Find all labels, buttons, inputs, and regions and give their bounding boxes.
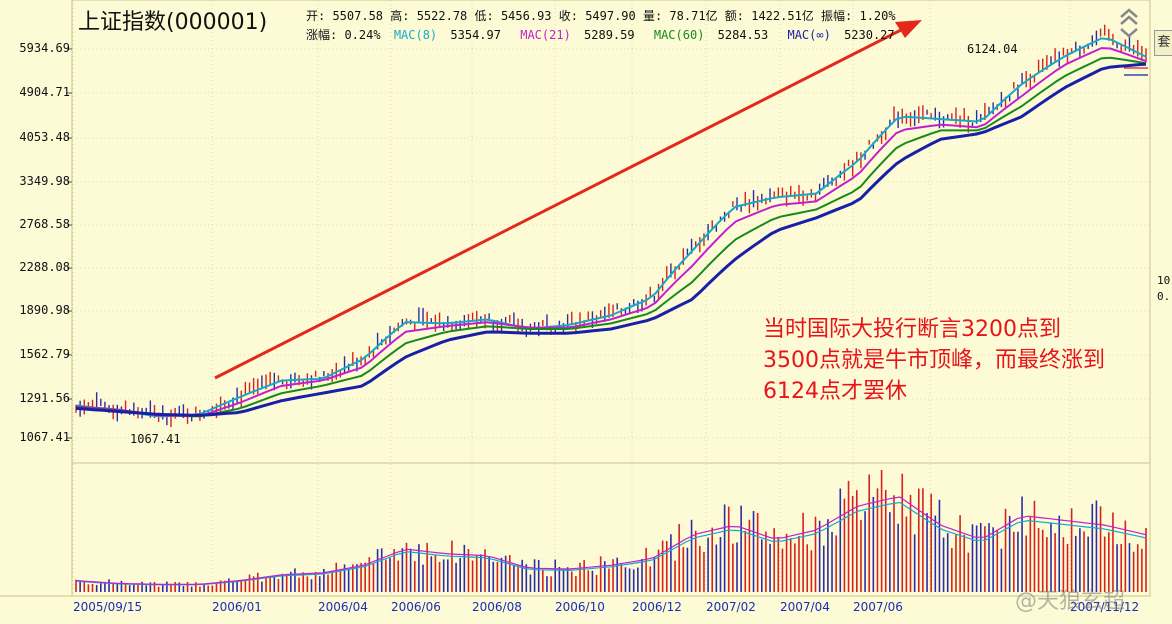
volume-bars — [75, 470, 1147, 592]
right-panel-tab[interactable]: 套 — [1154, 30, 1172, 56]
annotation-line: 当时国际大投行断言3200点到 — [763, 317, 1061, 342]
ma8-label: MAC(8) 5354.97 — [394, 28, 507, 42]
change-label: 涨幅: 0.24% — [306, 28, 381, 42]
x-tick-label: 2006/04 — [318, 600, 368, 614]
ma21-label: MAC(21) 5289.59 — [520, 28, 640, 42]
chart-title: 上证指数(000001) — [78, 10, 268, 35]
y-tick-label: 1291.56 — [19, 391, 70, 405]
annotation-line: 6124点才罢休 — [763, 379, 907, 404]
y-tick-label: 2768.58 — [19, 217, 70, 231]
chevron-down-icon — [1120, 28, 1138, 38]
mainf-name: MAC(∞) — [787, 28, 831, 42]
scroll-updown-button[interactable] — [1115, 4, 1143, 44]
arrow-shaft — [214, 26, 906, 380]
x-tick-label: 2007/11/12 — [1070, 600, 1140, 614]
chevron-up-icon — [1120, 15, 1138, 25]
x-tick-label: 2006/06 — [391, 600, 441, 614]
arrow-head — [895, 20, 922, 38]
x-tick-label: 2006/01 — [212, 600, 262, 614]
y-tick-label: 1067.41 — [19, 430, 70, 444]
chevron-up-icon — [1120, 8, 1138, 18]
ma-line — [75, 47, 1147, 418]
trend-arrow — [214, 20, 922, 380]
y-tick-label: 2288.08 — [19, 260, 70, 274]
low-point-label: 1067.41 — [130, 432, 181, 446]
volume-ma-line — [75, 501, 1147, 586]
ma-line — [75, 62, 1147, 417]
chart-frame — [0, 0, 1151, 597]
x-tick-label: 2007/02 — [706, 600, 756, 614]
ma-lines — [75, 37, 1147, 418]
y-tick-label: 3349.98 — [19, 174, 70, 188]
y-tick-label: 1890.98 — [19, 303, 70, 317]
annotation-line: 3500点就是牛市顶峰，而最终涨到 — [763, 348, 1105, 373]
ma21-name: MAC(21) — [520, 28, 571, 42]
volume-ma-line — [75, 496, 1147, 585]
right-panel-mark: 0. — [1157, 290, 1171, 303]
ma60-value: 5284.53 — [717, 28, 769, 42]
y-tick-label: 4053.48 — [19, 130, 70, 144]
right-panel-mark: 10 — [1157, 274, 1171, 287]
x-tick-label: 2007/04 — [780, 600, 830, 614]
x-tick-label: 2006/12 — [632, 600, 682, 614]
x-tick-label: 2005/09/15 — [73, 600, 143, 614]
plot-border — [71, 0, 1151, 597]
high-point-label: 6124.04 — [967, 42, 1018, 56]
ma21-value: 5289.59 — [584, 28, 635, 42]
ma60-name: MAC(60) — [653, 28, 705, 42]
ma8-value: 5354.97 — [450, 28, 501, 42]
ohlc-info: 开: 5507.58 高: 5522.78 低: 5456.93 收: 5497… — [306, 9, 896, 23]
ma8-name: MAC(8) — [393, 28, 438, 42]
y-tick-label: 5934.69 — [19, 41, 70, 55]
ma60-label: MAC(60) 5284.53 — [654, 28, 774, 42]
watermark: @天狼玄超 — [1015, 589, 1126, 614]
mainf-value: 5230.27 — [844, 28, 895, 42]
y-tick-label: 4904.71 — [19, 85, 70, 99]
x-tick-label: 2007/06 — [853, 600, 903, 614]
ma-line — [75, 37, 1147, 418]
y-tick-label: 1562.79 — [19, 347, 70, 361]
annotation-text: 当时国际大投行断言3200点到 3500点就是牛市顶峰，而最终涨到 6124点才… — [763, 314, 1105, 407]
ma-line — [75, 56, 1147, 418]
x-tick-label: 2006/08 — [472, 600, 522, 614]
mainf-label: MAC(∞) 5230.27 — [787, 28, 900, 42]
ma-info: 涨幅: 0.24% MAC(8) 5354.97 MAC(21) 5289.59… — [306, 26, 907, 43]
x-tick-label: 2006/10 — [555, 600, 605, 614]
